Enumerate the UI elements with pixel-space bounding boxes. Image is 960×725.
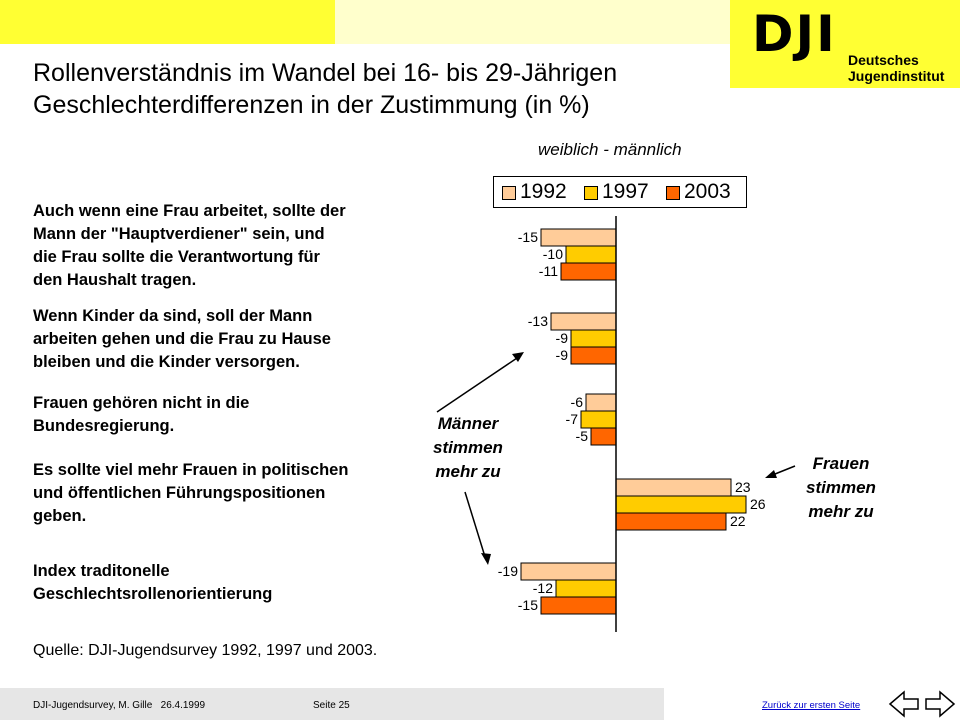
statement-line: und öffentlichen Führungspositionen <box>33 484 326 502</box>
bar-4-2003 <box>615 512 727 531</box>
nav-arrows <box>888 688 958 725</box>
bar-1-2003 <box>560 262 617 281</box>
footer-author-date: DJI-Jugendsurvey, M. Gille 26.4.1999 <box>33 700 206 711</box>
bar-5-1997 <box>555 579 617 598</box>
legend-label-1997: 1997 <box>602 180 649 203</box>
bar-5-1992 <box>520 562 617 581</box>
bar-3-1997 <box>580 410 617 429</box>
statement-line: Geschlechtsrollenorientierung <box>33 585 273 603</box>
data-label-3-1992: -6 <box>571 394 584 410</box>
back-to-first-page-link[interactable]: Zurück zur ersten Seite <box>762 700 861 711</box>
data-label-1-1992: -15 <box>518 229 538 245</box>
source-note: Quelle: DJI-Jugendsurvey 1992, 1997 und … <box>33 642 378 659</box>
arrowhead-women <box>765 470 777 478</box>
footer-bar <box>0 688 664 720</box>
data-label-5-1997: -12 <box>533 580 553 596</box>
statement-line: bleiben und die Kinder versorgen. <box>33 353 300 371</box>
annotation-line: mehr zu <box>808 502 874 521</box>
footer-page-number: Seite 25 <box>313 700 350 711</box>
legend-label-1992: 1992 <box>520 180 567 203</box>
statement-line: den Haushalt tragen. <box>33 271 197 289</box>
annotation-line: stimmen <box>806 478 876 497</box>
data-label-2-1997: -9 <box>556 330 569 346</box>
annotation-women-agree: Frauen stimmen mehr zu <box>796 452 886 524</box>
bar-1-1992 <box>540 228 617 247</box>
data-label-2-1992: -13 <box>528 313 548 329</box>
bar-2-1997 <box>570 329 617 348</box>
annotation-line: Männer <box>437 414 499 433</box>
chart-legend: 1992 1997 2003 <box>493 176 747 208</box>
logo-line-2: Jugendinstitut <box>848 68 945 84</box>
statement-line: Es sollte viel mehr Frauen in politische… <box>33 461 349 479</box>
legend-label-2003: 2003 <box>684 180 731 203</box>
bar-2-1992 <box>550 312 617 331</box>
statement-line: Frauen gehören nicht in die <box>33 394 250 412</box>
bar-1-1997 <box>565 245 617 264</box>
data-label-4-2003: 22 <box>730 513 746 529</box>
statement-line: Mann der "Hauptverdiener" sein, und <box>33 225 325 243</box>
legend-swatch-1997 <box>584 186 598 200</box>
annotation-line: Frauen <box>812 454 870 473</box>
statement-line: arbeiten gehen und die Frau zu Hause <box>33 330 331 348</box>
statement-line: Auch wenn eine Frau arbeitet, sollte der <box>33 202 346 220</box>
logo-letters: DJI <box>752 5 837 63</box>
header-band-pale <box>335 0 730 44</box>
data-label-2-2003: -9 <box>556 347 569 363</box>
legend-swatch-2003 <box>666 186 680 200</box>
bar-4-1992 <box>615 478 732 497</box>
arrow-men-up <box>436 355 521 413</box>
statement-line: Bundesregierung. <box>33 417 175 435</box>
bar-2-2003 <box>570 346 617 365</box>
bar-3-1992 <box>585 393 617 412</box>
chart-subtitle: weiblich - männlich <box>538 140 682 159</box>
dji-logo <box>730 0 960 88</box>
statement-3: Frauen gehören nicht in die Bundesregier… <box>33 392 249 438</box>
annotation-men-agree: Männer stimmen mehr zu <box>426 412 510 484</box>
arrowhead-men-down <box>481 553 491 565</box>
statement-5: Index traditonelle Geschlechtsrollenorie… <box>33 560 272 606</box>
page-title-line-1: Rollenverständnis im Wandel bei 16- bis … <box>33 59 618 87</box>
page-title-line-2: Geschlechterdifferenzen in der Zustimmun… <box>33 91 590 119</box>
data-label-3-1997: -7 <box>566 411 579 427</box>
data-label-1-1997: -10 <box>543 246 563 262</box>
data-label-4-1997: 26 <box>750 496 766 512</box>
statement-2: Wenn Kinder da sind, soll der Mann arbei… <box>33 305 331 374</box>
data-label-3-2003: -5 <box>576 428 589 444</box>
statement-line: Wenn Kinder da sind, soll der Mann <box>33 307 313 325</box>
data-label-5-1992: -19 <box>498 563 518 579</box>
legend-swatch-1992 <box>502 186 516 200</box>
statement-line: geben. <box>33 507 87 525</box>
data-label-1-2003: -11 <box>539 263 558 279</box>
annotation-arrows <box>436 352 796 565</box>
data-label-5-2003: -15 <box>518 597 538 613</box>
data-label-4-1992: 23 <box>735 479 751 495</box>
annotation-line: stimmen <box>433 438 503 457</box>
statement-line: die Frau sollte die Verantwortung für <box>33 248 320 266</box>
statement-1: Auch wenn eine Frau arbeitet, sollte der… <box>33 200 346 292</box>
bar-5-2003 <box>540 596 617 615</box>
arrow-men-down <box>464 491 487 561</box>
logo-line-1: Deutsches <box>848 52 919 68</box>
arrowhead-men-up <box>512 352 524 362</box>
header-band-yellow <box>0 0 335 44</box>
forward-arrow-icon[interactable] <box>925 690 956 718</box>
statement-4: Es sollte viel mehr Frauen in politische… <box>33 459 348 528</box>
bar-4-1997 <box>615 495 747 514</box>
statement-line: Index traditonelle <box>33 562 170 580</box>
bar-3-2003 <box>590 427 617 446</box>
annotation-line: mehr zu <box>435 462 501 481</box>
back-arrow-icon[interactable] <box>888 690 919 718</box>
